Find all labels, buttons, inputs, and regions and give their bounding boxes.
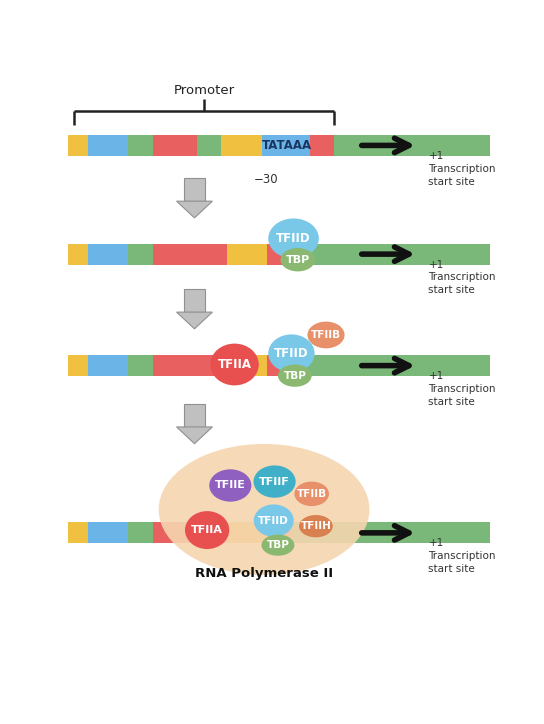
Bar — [153, 522, 226, 544]
Bar — [68, 522, 88, 544]
Bar — [88, 522, 128, 544]
Ellipse shape — [268, 219, 319, 258]
Bar — [267, 243, 291, 265]
Text: +1
Transcription
start site: +1 Transcription start site — [429, 260, 496, 295]
Text: TFIIE: TFIIE — [215, 481, 246, 490]
Bar — [68, 355, 88, 376]
Text: −30: −30 — [254, 173, 279, 186]
Text: TFIIH: TFIIH — [300, 521, 331, 531]
Bar — [128, 355, 153, 376]
Bar — [226, 243, 267, 265]
Bar — [68, 243, 88, 265]
Ellipse shape — [299, 515, 333, 537]
Ellipse shape — [262, 534, 294, 556]
Ellipse shape — [254, 505, 294, 536]
Text: TFIIA: TFIIA — [191, 525, 223, 535]
Bar — [291, 355, 490, 376]
Bar — [267, 355, 291, 376]
Bar — [291, 243, 490, 265]
Text: TFIID: TFIID — [276, 232, 311, 245]
Bar — [310, 135, 335, 156]
Text: +1
Transcription
start site: +1 Transcription start site — [429, 539, 496, 574]
Text: TBP: TBP — [267, 540, 289, 550]
Ellipse shape — [281, 248, 315, 272]
Bar — [221, 135, 262, 156]
Ellipse shape — [185, 511, 229, 549]
Text: Promoter: Promoter — [174, 84, 234, 97]
Bar — [153, 135, 197, 156]
Bar — [128, 135, 153, 156]
Ellipse shape — [307, 321, 344, 348]
Bar — [197, 135, 221, 156]
Bar — [184, 403, 205, 427]
Ellipse shape — [209, 469, 251, 502]
Bar — [153, 243, 226, 265]
Ellipse shape — [211, 344, 259, 385]
Text: TBP: TBP — [286, 255, 310, 265]
Bar — [88, 135, 128, 156]
Text: TFIID: TFIID — [274, 347, 309, 360]
Bar — [88, 243, 128, 265]
Text: RNA Polymerase II: RNA Polymerase II — [195, 566, 333, 579]
Ellipse shape — [268, 334, 314, 372]
Bar — [291, 522, 490, 544]
Bar — [262, 135, 310, 156]
Bar — [226, 355, 267, 376]
Bar — [184, 289, 205, 312]
Bar — [128, 243, 153, 265]
Ellipse shape — [254, 466, 296, 497]
Polygon shape — [177, 427, 212, 444]
Polygon shape — [177, 201, 212, 218]
Bar — [68, 135, 88, 156]
Bar — [128, 522, 153, 544]
Ellipse shape — [294, 481, 329, 506]
Polygon shape — [177, 312, 212, 329]
Text: TFIIB: TFIIB — [296, 489, 327, 499]
Text: TFIIB: TFIIB — [311, 330, 341, 340]
Text: TFIIF: TFIIF — [259, 476, 290, 487]
Bar — [226, 522, 267, 544]
Text: TFIID: TFIID — [258, 515, 289, 526]
Text: TFIIA: TFIIA — [218, 358, 251, 371]
Bar — [184, 178, 205, 201]
Ellipse shape — [159, 444, 369, 575]
Text: TBP: TBP — [283, 371, 306, 381]
Bar — [267, 522, 291, 544]
Bar — [88, 355, 128, 376]
Bar — [153, 355, 226, 376]
Text: TATAAA: TATAAA — [262, 139, 312, 152]
Bar — [335, 135, 490, 156]
Text: +1
Transcription
start site: +1 Transcription start site — [429, 151, 496, 187]
Ellipse shape — [278, 364, 312, 387]
Text: +1
Transcription
start site: +1 Transcription start site — [429, 371, 496, 407]
